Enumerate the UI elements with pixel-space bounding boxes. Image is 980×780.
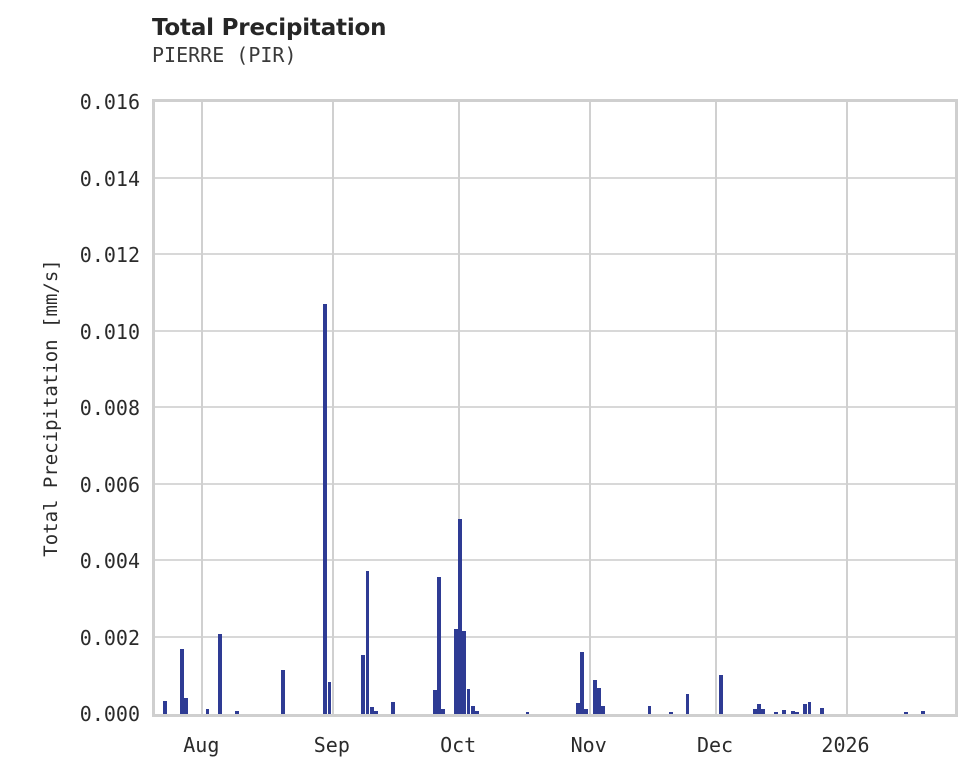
bar <box>470 705 475 714</box>
y-tick-label: 0.014 <box>79 166 140 191</box>
gridline-vertical <box>458 102 461 714</box>
bar <box>601 705 606 714</box>
gridline-horizontal <box>155 635 955 638</box>
x-tick-label: Aug <box>183 733 220 757</box>
gridline-vertical <box>715 102 717 714</box>
bar <box>795 711 799 714</box>
gridline-horizontal <box>155 329 955 332</box>
bar <box>790 710 795 714</box>
bar <box>180 648 185 714</box>
bar <box>647 705 652 714</box>
y-tick-label: 0.006 <box>79 472 140 497</box>
x-tick-label: 2026 <box>821 733 870 757</box>
bar <box>668 712 673 714</box>
gridline-horizontal <box>155 559 955 561</box>
bar <box>752 709 757 714</box>
y-tick-label: 0.008 <box>79 396 140 420</box>
plot-area <box>152 99 958 717</box>
bar <box>782 709 787 714</box>
gridline-horizontal <box>155 100 955 102</box>
gridline-vertical <box>588 102 591 714</box>
bar <box>597 688 601 714</box>
bar <box>462 630 467 714</box>
bar <box>390 702 395 714</box>
bar <box>361 654 366 714</box>
bar <box>437 577 441 714</box>
bar <box>205 709 210 714</box>
bar <box>904 712 909 714</box>
bar <box>757 704 761 714</box>
bar <box>820 708 825 714</box>
bar <box>441 709 446 714</box>
x-tick-label: Sep <box>313 733 350 757</box>
bar <box>163 701 168 714</box>
y-axis-tick-labels: 0.000 0.002 0.004 0.006 0.008 0.010 0.012 0.014… <box>0 0 140 780</box>
bar <box>807 702 812 714</box>
gridline-horizontal <box>155 176 955 179</box>
chart-subtitle: PIERRE (PIR) <box>152 43 297 67</box>
bar <box>466 688 471 714</box>
gridline-horizontal <box>155 406 955 408</box>
bar <box>453 629 458 714</box>
plot-inner <box>155 102 955 714</box>
bar <box>921 711 926 714</box>
bar <box>281 669 286 714</box>
bar <box>475 710 479 714</box>
y-tick-label: 0.010 <box>79 319 140 344</box>
bar <box>365 571 370 714</box>
page-title: Total Precipitation <box>152 15 387 41</box>
bar <box>218 634 223 714</box>
bar <box>685 693 690 714</box>
x-tick-label: Nov <box>570 733 607 757</box>
bar <box>773 711 778 714</box>
bar <box>184 698 189 714</box>
bar <box>525 711 530 714</box>
bar <box>576 702 580 714</box>
bar <box>327 681 332 714</box>
bar <box>235 710 239 714</box>
y-tick-label: 0.002 <box>79 625 140 650</box>
y-tick-label: 0.000 <box>79 702 140 726</box>
x-tick-label: Oct <box>440 733 477 757</box>
gridline-vertical <box>331 102 334 714</box>
bar <box>592 679 597 714</box>
x-axis-tick-labels: Aug Sep Oct Nov Dec 2026 <box>152 722 958 772</box>
title-block: Total Precipitation PIERRE (PIR) <box>152 14 852 68</box>
bar <box>580 652 585 714</box>
bar <box>761 708 766 714</box>
bar <box>584 709 589 714</box>
gridline-horizontal <box>155 482 955 485</box>
bar <box>323 304 328 714</box>
y-tick-label: 0.004 <box>79 549 140 573</box>
gridline-vertical <box>845 102 848 714</box>
y-tick-label: 0.012 <box>79 243 140 267</box>
x-tick-label: Dec <box>696 733 734 757</box>
gridline-horizontal <box>155 253 955 255</box>
y-tick-label: 0.016 <box>79 90 140 114</box>
gridline-vertical <box>201 102 204 714</box>
bar <box>373 711 378 714</box>
bar <box>719 675 724 714</box>
bar <box>369 706 374 714</box>
bar <box>803 704 808 714</box>
bar <box>432 689 437 714</box>
bar <box>458 519 463 714</box>
